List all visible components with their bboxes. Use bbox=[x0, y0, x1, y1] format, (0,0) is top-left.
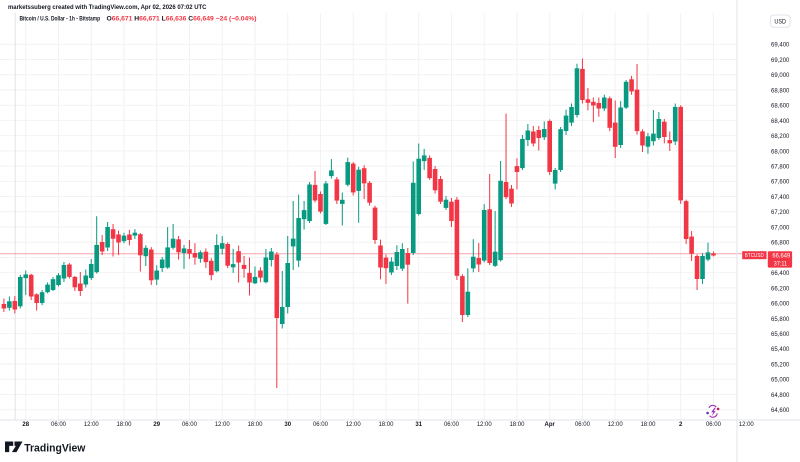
svg-text:68,600: 68,600 bbox=[771, 104, 790, 110]
svg-text:66,400: 66,400 bbox=[771, 271, 790, 277]
svg-text:31: 31 bbox=[415, 422, 422, 428]
svg-text:68,000: 68,000 bbox=[771, 149, 790, 155]
svg-text:2: 2 bbox=[679, 422, 683, 428]
svg-text:67,000: 67,000 bbox=[771, 225, 790, 231]
svg-text:67,400: 67,400 bbox=[771, 195, 790, 201]
svg-text:06:00: 06:00 bbox=[51, 422, 67, 428]
svg-text:66,200: 66,200 bbox=[771, 286, 790, 292]
svg-text:68,200: 68,200 bbox=[771, 134, 790, 140]
svg-text:67,200: 67,200 bbox=[771, 210, 790, 216]
svg-text:65,000: 65,000 bbox=[771, 378, 790, 384]
svg-text:67,600: 67,600 bbox=[771, 180, 790, 186]
svg-text:66,800: 66,800 bbox=[771, 241, 790, 247]
svg-text:68,400: 68,400 bbox=[771, 119, 790, 125]
svg-text:marketssuberg created with Tra: marketssuberg created with TradingView.c… bbox=[8, 4, 207, 11]
svg-text:O66,671 H66,671 L66,636 C66,64: O66,671 H66,671 L66,636 C66,649 −24 (−0.… bbox=[107, 16, 257, 23]
svg-text:68,800: 68,800 bbox=[771, 88, 790, 94]
svg-text:69,200: 69,200 bbox=[771, 58, 790, 64]
svg-text:65,800: 65,800 bbox=[771, 317, 790, 323]
svg-text:06:00: 06:00 bbox=[706, 422, 722, 428]
svg-text:66,649: 66,649 bbox=[772, 253, 790, 260]
svg-text:18:00: 18:00 bbox=[378, 422, 394, 428]
svg-text:30: 30 bbox=[284, 422, 291, 428]
svg-text:06:00: 06:00 bbox=[313, 422, 329, 428]
svg-text:12:00: 12:00 bbox=[84, 422, 100, 428]
svg-text:65,200: 65,200 bbox=[771, 362, 790, 368]
svg-text:37:11: 37:11 bbox=[774, 261, 788, 268]
svg-text:18:00: 18:00 bbox=[509, 422, 525, 428]
svg-text:12:00: 12:00 bbox=[346, 422, 362, 428]
svg-text:Bitcoin / U.S. Dollar - 1h - B: Bitcoin / U.S. Dollar - 1h - Bitstamp bbox=[20, 16, 101, 23]
svg-text:18:00: 18:00 bbox=[247, 422, 263, 428]
svg-text:18:00: 18:00 bbox=[640, 422, 656, 428]
svg-text:66,000: 66,000 bbox=[771, 302, 790, 308]
svg-text:06:00: 06:00 bbox=[182, 422, 198, 428]
svg-text:06:00: 06:00 bbox=[575, 422, 591, 428]
svg-text:12:00: 12:00 bbox=[215, 422, 231, 428]
svg-text:USD: USD bbox=[774, 20, 786, 26]
svg-text:12:00: 12:00 bbox=[477, 422, 493, 428]
svg-text:65,600: 65,600 bbox=[771, 332, 790, 338]
svg-text:69,000: 69,000 bbox=[771, 73, 790, 79]
svg-text:29: 29 bbox=[153, 422, 160, 428]
svg-text:18:00: 18:00 bbox=[116, 422, 132, 428]
svg-text:BTCUSD: BTCUSD bbox=[745, 253, 764, 259]
svg-text:06:00: 06:00 bbox=[444, 422, 460, 428]
svg-text:65,400: 65,400 bbox=[771, 347, 790, 353]
svg-text:64,600: 64,600 bbox=[771, 408, 790, 414]
svg-text:28: 28 bbox=[22, 422, 29, 428]
svg-text:67,800: 67,800 bbox=[771, 165, 790, 171]
svg-text:TradingView: TradingView bbox=[24, 443, 86, 455]
svg-text:69,400: 69,400 bbox=[771, 43, 790, 49]
svg-text:Apr: Apr bbox=[545, 422, 556, 428]
svg-text:12:00: 12:00 bbox=[608, 422, 624, 428]
svg-text:64,800: 64,800 bbox=[771, 393, 790, 399]
svg-text:12:00: 12:00 bbox=[739, 422, 755, 428]
